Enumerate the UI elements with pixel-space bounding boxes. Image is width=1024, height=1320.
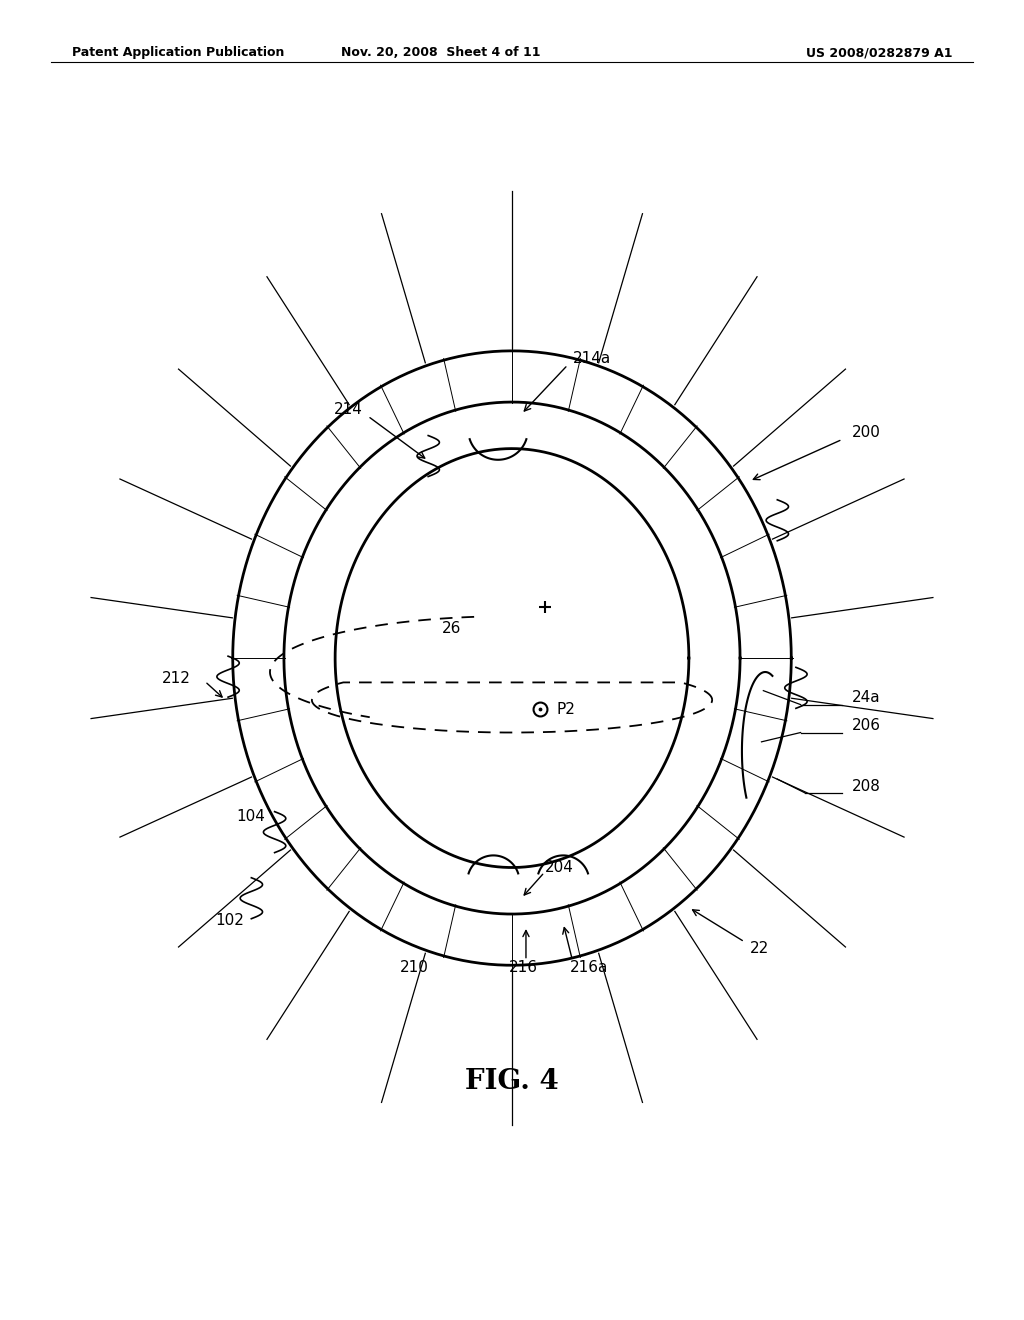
- Text: 206: 206: [852, 718, 881, 733]
- Text: 216a: 216a: [569, 960, 608, 974]
- Text: 210: 210: [399, 960, 429, 974]
- Text: 212: 212: [162, 671, 190, 686]
- Text: 22: 22: [750, 941, 769, 956]
- Text: 104: 104: [237, 809, 265, 824]
- Text: 200: 200: [852, 425, 881, 441]
- Text: Nov. 20, 2008  Sheet 4 of 11: Nov. 20, 2008 Sheet 4 of 11: [341, 46, 540, 59]
- Text: 208: 208: [852, 779, 881, 795]
- Text: 24a: 24a: [852, 689, 881, 705]
- Text: 102: 102: [215, 913, 244, 928]
- Text: 26: 26: [441, 620, 461, 636]
- Text: US 2008/0282879 A1: US 2008/0282879 A1: [806, 46, 952, 59]
- Text: 214a: 214a: [572, 351, 610, 366]
- Text: P2: P2: [557, 702, 575, 717]
- Text: Patent Application Publication: Patent Application Publication: [72, 46, 284, 59]
- Text: FIG. 4: FIG. 4: [465, 1068, 559, 1096]
- Text: 204: 204: [545, 861, 573, 875]
- Text: 216: 216: [509, 960, 538, 974]
- Text: 214: 214: [334, 403, 364, 417]
